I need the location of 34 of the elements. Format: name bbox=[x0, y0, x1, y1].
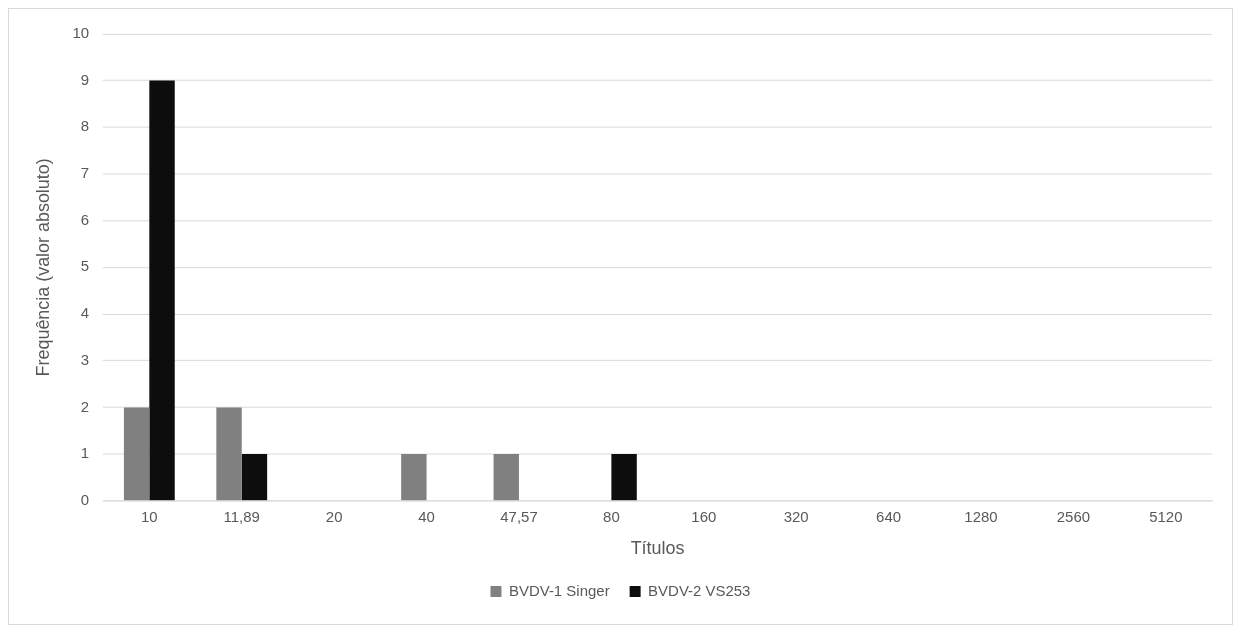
bar bbox=[241, 454, 268, 501]
y-tick-label: 2 bbox=[80, 397, 90, 415]
x-axis-title: Títulos bbox=[630, 538, 685, 559]
x-tick-label: 11,89 bbox=[223, 507, 260, 525]
y-tick-label: 8 bbox=[80, 117, 90, 135]
bar bbox=[123, 407, 150, 501]
y-tick-label: 10 bbox=[72, 24, 90, 42]
x-tick-label: 5120 bbox=[1149, 507, 1183, 525]
x-tick-label: 2560 bbox=[1056, 507, 1091, 525]
bar bbox=[149, 80, 175, 501]
x-tick-label: 40 bbox=[418, 507, 435, 525]
y-tick-label: 6 bbox=[80, 210, 90, 228]
x-tick-label: 10 bbox=[141, 507, 158, 525]
y-axis-title: Frequência (valor absoluto) bbox=[32, 158, 53, 377]
x-tick-label: 47,57 bbox=[500, 507, 538, 525]
x-tick-label: 1280 bbox=[964, 507, 998, 525]
y-tick-label: 5 bbox=[80, 257, 90, 275]
y-tick-label: 1 bbox=[80, 444, 90, 462]
x-tick-label: 640 bbox=[876, 507, 902, 525]
bar bbox=[493, 454, 519, 501]
legend-label: BVDV-2 VS253 bbox=[648, 581, 751, 599]
x-tick-label: 80 bbox=[603, 507, 620, 525]
bar bbox=[611, 454, 637, 501]
legend-label: BVDV-1 Singer bbox=[508, 581, 610, 599]
y-tick-label: 4 bbox=[80, 304, 90, 322]
bar bbox=[401, 454, 427, 501]
y-tick-label: 0 bbox=[80, 490, 90, 508]
x-tick-label: 320 bbox=[783, 507, 809, 525]
bar bbox=[216, 407, 242, 501]
x-tick-label: 160 bbox=[691, 507, 717, 525]
y-tick-label: 9 bbox=[80, 70, 90, 88]
y-tick-label: 7 bbox=[80, 164, 90, 182]
y-tick-label: 3 bbox=[80, 350, 90, 368]
x-tick-label: 20 bbox=[325, 507, 343, 525]
